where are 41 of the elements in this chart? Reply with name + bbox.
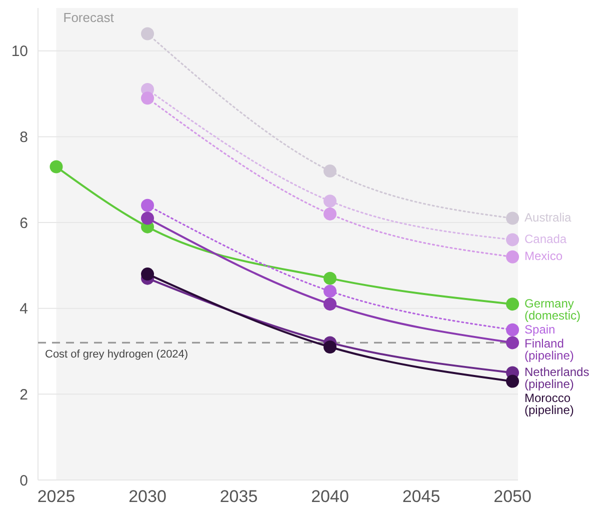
point [506,250,520,264]
y-tick-label: 4 [20,300,28,318]
point [324,298,337,311]
point [506,233,520,246]
y-tick-label: 8 [20,128,28,146]
ref-line-label: Cost of grey hydrogen (2024) [45,348,188,361]
point [324,164,337,178]
x-tick-label: 2025 [37,487,76,506]
x-tick-label: 2050 [494,487,532,506]
x-tick-label: 2045 [402,487,440,506]
point [50,160,63,174]
y-tick-label: 10 [11,43,28,60]
y-tick-label: 2 [20,386,28,404]
series-label: Netherlands (pipeline) [524,364,590,391]
series-label: Germany (domestic) [524,296,581,322]
series-label: Canada [524,232,567,246]
x-tick-label: 2040 [311,487,349,506]
point [141,268,154,281]
point [324,194,337,208]
band-label: Forecast [63,10,114,25]
y-tick-label: 0 [20,472,28,490]
point [324,284,337,298]
point [141,212,154,225]
point [506,323,520,336]
point [141,27,154,40]
series-label: Mexico [524,249,563,264]
point [141,92,154,105]
point [324,340,337,354]
point [506,212,520,225]
point [506,374,520,388]
x-tick-label: 2035 [220,487,258,506]
point [324,272,337,285]
y-tick-label: 6 [20,214,28,232]
point [506,298,520,311]
x-tick-label: 2030 [128,487,166,506]
series-label: Morocco (pipeline) [524,390,574,417]
series-label: Finland (pipeline) [524,336,574,362]
point [506,336,520,350]
point [141,198,154,212]
point [324,207,337,220]
series-label: Spain [524,322,556,336]
